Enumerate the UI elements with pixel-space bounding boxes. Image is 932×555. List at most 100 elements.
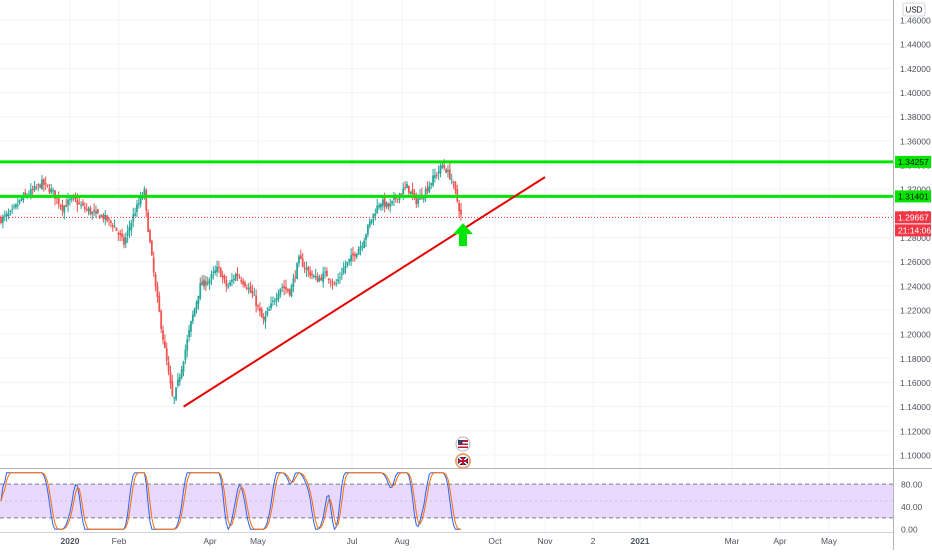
candle[interactable] xyxy=(272,296,274,306)
candle[interactable] xyxy=(150,239,153,256)
candle[interactable] xyxy=(119,229,122,242)
candle[interactable] xyxy=(400,193,403,195)
candle[interactable] xyxy=(158,291,161,313)
candle[interactable] xyxy=(190,320,192,337)
candle[interactable] xyxy=(136,199,138,218)
candle[interactable] xyxy=(123,233,125,249)
candle[interactable] xyxy=(126,224,129,243)
candle[interactable] xyxy=(346,261,349,268)
candle[interactable] xyxy=(31,185,34,195)
candle[interactable] xyxy=(145,188,148,218)
candle[interactable] xyxy=(266,307,269,317)
currency-badge[interactable] xyxy=(902,2,926,17)
candle[interactable] xyxy=(434,168,436,183)
candle[interactable] xyxy=(312,274,315,279)
candle[interactable] xyxy=(432,168,434,188)
candle[interactable] xyxy=(396,198,399,203)
candle[interactable] xyxy=(333,281,336,286)
candle[interactable] xyxy=(303,261,306,273)
candle[interactable] xyxy=(37,183,40,192)
candle[interactable] xyxy=(279,288,282,298)
candle[interactable] xyxy=(173,396,176,405)
candle[interactable] xyxy=(398,192,401,204)
candle[interactable] xyxy=(363,237,366,249)
candle[interactable] xyxy=(46,184,49,188)
candle[interactable] xyxy=(156,281,159,303)
candle[interactable] xyxy=(299,249,302,260)
candle[interactable] xyxy=(445,167,448,174)
candle[interactable] xyxy=(11,204,14,215)
candle[interactable] xyxy=(106,214,109,223)
candle[interactable] xyxy=(327,277,330,284)
stochastic-pane[interactable] xyxy=(0,472,893,531)
candle[interactable] xyxy=(162,325,164,345)
candle[interactable] xyxy=(188,324,190,342)
candle[interactable] xyxy=(247,282,250,295)
candle[interactable] xyxy=(331,278,334,290)
candle[interactable] xyxy=(219,266,222,278)
candle[interactable] xyxy=(149,228,151,244)
candle[interactable] xyxy=(385,201,388,209)
candle[interactable] xyxy=(322,266,325,288)
candle[interactable] xyxy=(59,203,62,211)
candle[interactable] xyxy=(201,275,204,286)
candle[interactable] xyxy=(163,334,166,349)
candle[interactable] xyxy=(366,224,369,238)
candle[interactable] xyxy=(253,287,256,296)
candle[interactable] xyxy=(393,192,395,206)
candle[interactable] xyxy=(182,360,185,377)
candle[interactable] xyxy=(290,283,293,298)
candle[interactable] xyxy=(63,204,66,220)
candle[interactable] xyxy=(413,189,416,200)
candle[interactable] xyxy=(167,355,170,376)
candle[interactable] xyxy=(44,176,47,191)
uk-flag-icon[interactable] xyxy=(455,453,471,469)
candle[interactable] xyxy=(277,289,280,303)
candle[interactable] xyxy=(311,270,313,280)
candle[interactable] xyxy=(225,276,228,293)
candle[interactable] xyxy=(178,373,181,386)
candle[interactable] xyxy=(409,191,412,195)
candle[interactable] xyxy=(197,295,200,310)
candle[interactable] xyxy=(117,231,120,241)
candle[interactable] xyxy=(288,288,291,297)
candle[interactable] xyxy=(0,215,2,225)
candle[interactable] xyxy=(7,208,10,220)
candle[interactable] xyxy=(154,271,157,292)
candle[interactable] xyxy=(262,313,265,325)
candle[interactable] xyxy=(115,227,118,232)
candle[interactable] xyxy=(80,201,82,210)
candle[interactable] xyxy=(57,191,60,209)
candle[interactable] xyxy=(344,260,347,274)
candle[interactable] xyxy=(454,181,457,195)
candle[interactable] xyxy=(217,261,220,273)
candle[interactable] xyxy=(255,289,258,313)
candle[interactable] xyxy=(378,202,380,210)
candle[interactable] xyxy=(314,268,317,281)
candle[interactable] xyxy=(5,211,8,222)
candle[interactable] xyxy=(83,202,86,213)
candle[interactable] xyxy=(137,196,140,209)
candle[interactable] xyxy=(426,181,429,195)
candle[interactable] xyxy=(305,261,308,277)
candle[interactable] xyxy=(281,283,284,293)
candle[interactable] xyxy=(458,199,461,219)
candle[interactable] xyxy=(324,266,326,279)
candle[interactable] xyxy=(132,207,135,228)
candle[interactable] xyxy=(177,372,179,388)
candle[interactable] xyxy=(355,253,358,260)
candle[interactable] xyxy=(50,184,53,195)
candle[interactable] xyxy=(370,219,373,225)
candle[interactable] xyxy=(108,217,110,227)
candle[interactable] xyxy=(339,271,341,284)
candle[interactable] xyxy=(128,220,131,239)
candle[interactable] xyxy=(296,261,299,280)
candle[interactable] xyxy=(41,174,43,191)
candle[interactable] xyxy=(223,274,226,284)
candle[interactable] xyxy=(447,165,449,178)
candle[interactable] xyxy=(234,272,237,282)
candle[interactable] xyxy=(98,214,101,219)
candle[interactable] xyxy=(48,183,51,195)
